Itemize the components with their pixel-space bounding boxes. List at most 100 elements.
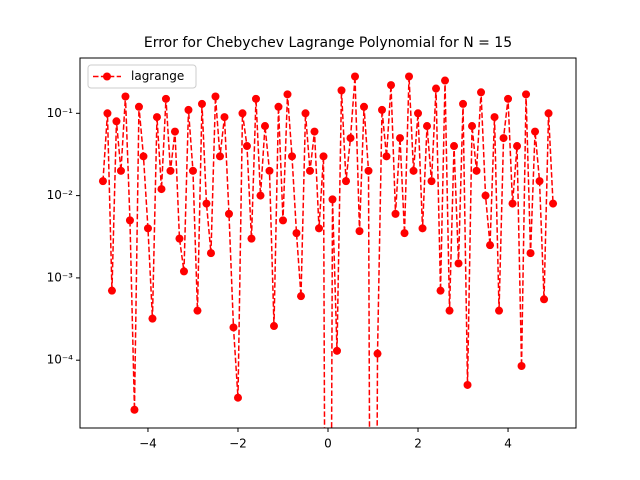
data-point <box>364 166 373 175</box>
data-point <box>269 322 278 331</box>
data-point <box>355 227 364 236</box>
data-point <box>157 185 166 194</box>
data-point <box>423 122 432 131</box>
x-tick-label: −4 <box>139 437 157 451</box>
data-point <box>342 177 351 186</box>
data-point <box>170 127 179 136</box>
data-point <box>337 86 346 95</box>
data-point <box>310 127 319 136</box>
data-point <box>418 224 427 233</box>
data-point <box>481 191 490 200</box>
data-point <box>526 249 535 258</box>
data-point <box>112 117 121 126</box>
y-tick-label: 10⁻³ <box>47 270 74 284</box>
data-point <box>328 195 337 204</box>
data-point <box>193 306 202 315</box>
data-point <box>450 142 459 151</box>
data-point <box>314 224 323 233</box>
data-point <box>220 113 229 122</box>
data-point <box>409 166 418 175</box>
data-point <box>211 92 220 101</box>
data-point <box>166 166 175 175</box>
data-point <box>148 314 157 323</box>
data-point <box>107 286 116 295</box>
data-point <box>454 259 463 268</box>
data-point <box>215 152 224 161</box>
data-point <box>508 199 517 208</box>
data-point <box>134 102 143 111</box>
y-tick-label: 10⁻⁴ <box>47 353 74 367</box>
data-point <box>427 177 436 186</box>
y-tick-label: 10⁻¹ <box>47 106 74 120</box>
data-point <box>98 177 107 186</box>
data-point <box>373 349 382 358</box>
data-point <box>387 81 396 90</box>
data-point <box>504 94 513 103</box>
data-point <box>463 380 472 389</box>
data-point <box>499 134 508 143</box>
data-point <box>549 199 558 208</box>
data-point <box>319 152 328 161</box>
data-point <box>247 234 256 243</box>
data-point <box>472 166 481 175</box>
data-point <box>229 323 238 332</box>
data-point <box>378 105 387 114</box>
data-point <box>544 109 553 118</box>
data-point <box>188 166 197 175</box>
data-point <box>292 229 301 238</box>
data-point <box>202 199 211 208</box>
data-point <box>346 134 355 143</box>
data-point <box>351 72 360 81</box>
data-point <box>103 109 112 118</box>
data-point <box>265 166 274 175</box>
data-point <box>143 224 152 233</box>
data-point <box>296 292 305 301</box>
data-point <box>301 109 310 118</box>
data-point <box>441 76 450 85</box>
data-point <box>405 72 414 81</box>
legend-marker <box>103 72 111 81</box>
data-point <box>490 113 499 122</box>
data-point <box>175 234 184 243</box>
data-point <box>251 94 260 103</box>
data-point <box>486 241 495 250</box>
data-point <box>139 152 148 161</box>
data-point <box>121 92 130 101</box>
data-point <box>477 88 486 97</box>
chart-title: Error for Chebychev Lagrange Polynomial … <box>144 35 512 51</box>
data-point <box>391 209 400 218</box>
data-point <box>125 216 134 225</box>
data-point <box>459 99 468 108</box>
plot-area <box>98 72 558 428</box>
data-point <box>283 90 292 99</box>
data-point <box>238 109 247 118</box>
data-point <box>531 127 540 136</box>
data-point <box>278 216 287 225</box>
data-point <box>242 142 251 151</box>
data-point <box>517 362 526 371</box>
data-point <box>161 94 170 103</box>
data-point <box>116 166 125 175</box>
data-point <box>495 306 504 315</box>
data-point <box>233 393 242 402</box>
data-point <box>179 267 188 276</box>
data-point <box>256 191 265 200</box>
data-point <box>130 405 139 414</box>
data-point <box>468 122 477 131</box>
x-tick-label: −2 <box>229 437 247 451</box>
data-point <box>184 105 193 114</box>
data-point <box>432 84 441 93</box>
data-point <box>382 152 391 161</box>
data-point <box>224 209 233 218</box>
data-point <box>274 102 283 111</box>
data-point <box>535 177 544 186</box>
data-point <box>333 346 342 355</box>
x-tick-label: 2 <box>414 437 422 451</box>
x-tick-label: 0 <box>324 437 332 451</box>
data-point <box>436 286 445 295</box>
series-line <box>102 76 554 428</box>
data-point <box>540 295 549 304</box>
legend-box <box>87 64 197 89</box>
